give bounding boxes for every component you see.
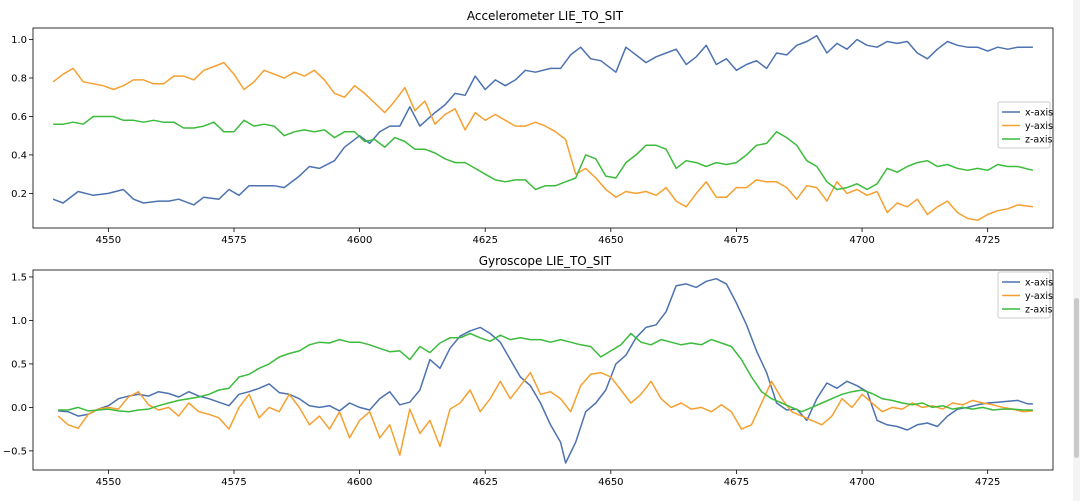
x-tick-label: 4650 xyxy=(598,477,623,488)
x-tick-label: 4725 xyxy=(975,477,1000,488)
x-tick-label: 4700 xyxy=(849,477,874,488)
series-line-z-axis xyxy=(58,332,1033,413)
scrollbar[interactable] xyxy=(1073,0,1080,501)
y-tick-label: −0.5 xyxy=(3,446,27,457)
x-tick-label: 4550 xyxy=(96,235,121,246)
y-tick-label: 0.0 xyxy=(11,403,27,414)
plot-frame xyxy=(32,27,1054,229)
series-line-y-axis xyxy=(57,371,1033,456)
x-tick-label: 4575 xyxy=(221,235,246,246)
series-line-x-axis xyxy=(52,34,1033,206)
y-tick-label: 0.2 xyxy=(11,189,27,200)
x-tick-label: 4600 xyxy=(347,235,372,246)
chart-title: Gyroscope LIE_TO_SIT xyxy=(479,254,612,268)
x-tick-label: 4550 xyxy=(96,477,121,488)
x-tick-label: 4650 xyxy=(598,235,623,246)
x-tick-label: 4675 xyxy=(724,477,749,488)
legend-box xyxy=(997,271,1051,319)
plot-frame xyxy=(32,269,1054,471)
x-tick-label: 4625 xyxy=(472,235,497,246)
series-line-y-axis xyxy=(52,61,1033,222)
legend-label-z-axis: z-axis xyxy=(1025,135,1052,146)
x-tick-label: 4625 xyxy=(472,477,497,488)
y-tick-label: 0.5 xyxy=(11,359,27,370)
legend-label-x-axis: x-axis xyxy=(1025,278,1053,289)
series-line-x-axis xyxy=(58,277,1033,464)
legend: x-axis y-axis z-axis xyxy=(997,271,1053,319)
accelerometer-chart: Accelerometer LIE_TO_SIT 4550 4575 4600 462… xyxy=(11,9,1054,246)
legend: x-axis y-axis z-axis xyxy=(997,101,1053,149)
y-tick-label: 0.6 xyxy=(11,112,27,123)
gyroscope-chart: Gyroscope LIE_TO_SIT 4550 4575 4600 4625 465… xyxy=(3,254,1054,488)
scrollbar-thumb[interactable] xyxy=(1074,298,1079,458)
chart-title: Accelerometer LIE_TO_SIT xyxy=(467,9,624,23)
legend-label-y-axis: y-axis xyxy=(1025,291,1053,302)
legend-label-x-axis: x-axis xyxy=(1025,108,1053,119)
x-tick-label: 4575 xyxy=(221,477,246,488)
x-tick-label: 4725 xyxy=(975,235,1000,246)
series-line-z-axis xyxy=(53,115,1034,191)
x-tick-label: 4675 xyxy=(724,235,749,246)
y-tick-label: 0.8 xyxy=(11,74,27,85)
x-tick-label: 4700 xyxy=(849,235,874,246)
x-tick-label: 4600 xyxy=(347,477,372,488)
legend-label-z-axis: z-axis xyxy=(1025,305,1052,316)
y-tick-label: 1.5 xyxy=(11,272,27,283)
legend-box xyxy=(997,101,1051,149)
y-tick-label: 1.0 xyxy=(11,35,27,46)
y-tick-label: 0.4 xyxy=(11,150,27,161)
y-tick-label: 1.0 xyxy=(11,316,27,327)
legend-label-y-axis: y-axis xyxy=(1025,121,1053,132)
